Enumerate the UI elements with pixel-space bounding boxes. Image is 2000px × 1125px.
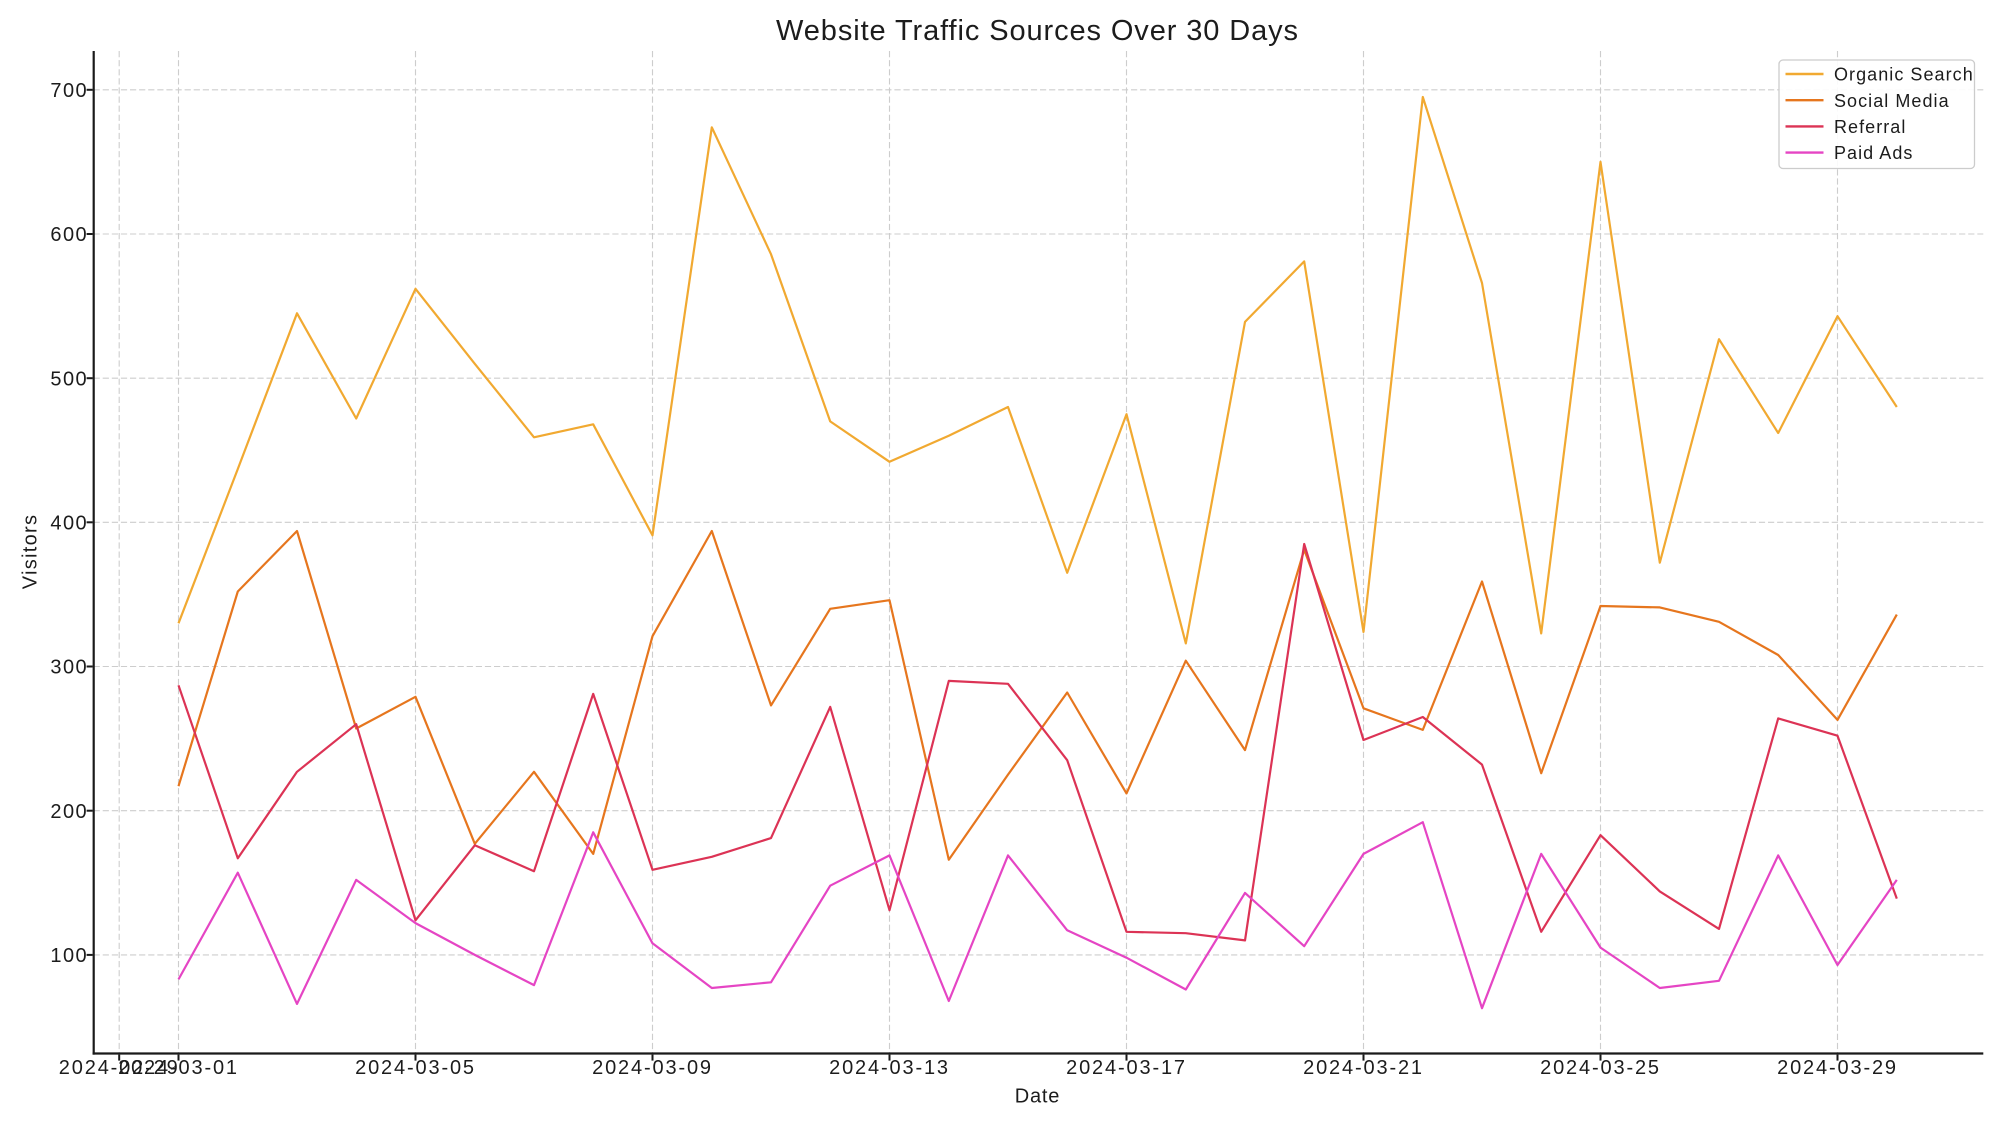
svg-text:100: 100 — [50, 945, 88, 967]
svg-text:2024-03-05: 2024-03-05 — [355, 1057, 476, 1079]
svg-text:400: 400 — [50, 513, 88, 535]
svg-text:200: 200 — [50, 801, 88, 823]
svg-text:2024-03-21: 2024-03-21 — [1303, 1057, 1424, 1079]
svg-text:2024-03-25: 2024-03-25 — [1540, 1057, 1661, 1079]
svg-text:Website Traffic Sources Over 3: Website Traffic Sources Over 30 Days — [776, 15, 1299, 47]
svg-text:2024-03-01: 2024-03-01 — [118, 1057, 239, 1079]
svg-text:2024-03-09: 2024-03-09 — [592, 1057, 713, 1079]
svg-text:2024-02-29: 2024-02-29 — [59, 1057, 180, 1079]
svg-text:Paid Ads: Paid Ads — [1834, 143, 1913, 163]
svg-text:300: 300 — [50, 657, 88, 679]
svg-text:500: 500 — [50, 368, 88, 390]
svg-text:Social Media: Social Media — [1834, 91, 1950, 111]
svg-text:Visitors: Visitors — [20, 514, 42, 590]
svg-text:Referral: Referral — [1834, 117, 1906, 137]
svg-text:2024-03-29: 2024-03-29 — [1777, 1057, 1898, 1079]
svg-text:600: 600 — [50, 224, 88, 246]
svg-text:2024-03-13: 2024-03-13 — [829, 1057, 950, 1079]
svg-text:Date: Date — [1015, 1086, 1060, 1108]
svg-text:Organic Search: Organic Search — [1834, 65, 1974, 85]
svg-text:2024-03-17: 2024-03-17 — [1066, 1057, 1187, 1079]
svg-text:700: 700 — [50, 80, 88, 102]
